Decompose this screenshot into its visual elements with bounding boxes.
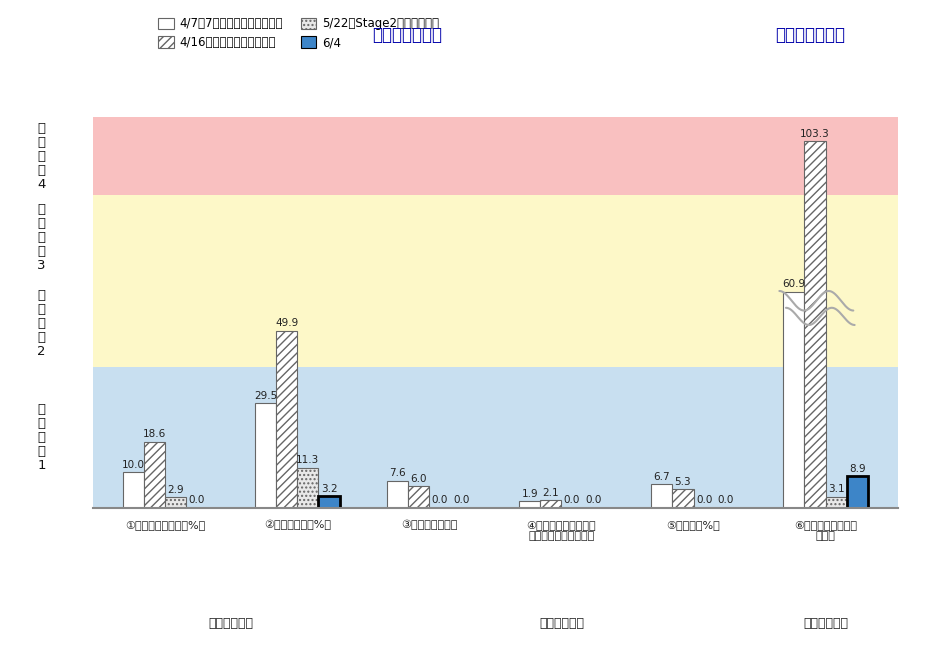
Bar	[93, 367, 898, 508]
Text: 3.1: 3.1	[828, 484, 845, 494]
Text: ＜医療体制＞: ＜医療体制＞	[208, 617, 254, 630]
Text: 0.0: 0.0	[717, 495, 733, 505]
Text: 2.1: 2.1	[543, 488, 559, 498]
Text: ＜感染状況＞: ＜感染状況＞	[803, 617, 848, 630]
Text: 49.9: 49.9	[275, 318, 298, 328]
Bar	[255, 403, 276, 508]
Bar	[123, 472, 144, 508]
Bar	[651, 484, 672, 508]
Bar	[319, 497, 340, 508]
Text: 0.0: 0.0	[432, 495, 448, 505]
Text: 0.0: 0.0	[564, 495, 581, 505]
Bar	[805, 141, 826, 508]
Text: ス
テ
ー
ジ
2: ス テ ー ジ 2	[37, 289, 46, 357]
Text: 6.7: 6.7	[654, 471, 670, 482]
Text: 0.0: 0.0	[696, 495, 712, 505]
Bar	[846, 476, 868, 508]
Bar	[93, 117, 898, 195]
Text: 60.9: 60.9	[782, 279, 806, 289]
Text: ス
テ
ー
ジ
1: ス テ ー ジ 1	[37, 403, 46, 472]
Text: 0.0: 0.0	[453, 495, 469, 505]
Text: 6.0: 6.0	[410, 474, 427, 484]
Bar	[165, 497, 186, 508]
Text: 5.3: 5.3	[675, 477, 692, 486]
Text: 【県内の状況】: 【県内の状況】	[372, 26, 443, 44]
Text: 7.6: 7.6	[389, 469, 406, 478]
Bar	[519, 501, 540, 508]
Text: 3.2: 3.2	[320, 484, 337, 494]
Text: 2.9: 2.9	[168, 485, 184, 495]
Text: ス
テ
ー
ジ
3: ス テ ー ジ 3	[37, 203, 46, 271]
Text: 8.9: 8.9	[849, 464, 866, 474]
Bar	[783, 292, 805, 508]
Text: 0.0: 0.0	[189, 495, 206, 505]
Bar	[826, 497, 846, 508]
Text: 1.9: 1.9	[521, 489, 538, 499]
Bar	[408, 486, 430, 508]
Text: 0.0: 0.0	[585, 495, 601, 505]
Bar	[387, 481, 408, 508]
Text: ＜感染状況＞: ＜感染状況＞	[539, 617, 584, 630]
Text: ス
テ
ー
ジ
4: ス テ ー ジ 4	[37, 122, 46, 191]
Bar	[297, 467, 319, 508]
Text: 18.6: 18.6	[143, 430, 167, 439]
Text: 29.5: 29.5	[254, 391, 277, 400]
Text: 11.3: 11.3	[296, 455, 319, 465]
Bar	[276, 331, 297, 508]
Legend: 4/7（7都府県緊急事態宣言）, 4/16（全国緊急事態宣言）, 5/22（Stage2へ移行発表）, 6/4: 4/7（7都府県緊急事態宣言）, 4/16（全国緊急事態宣言）, 5/22（St…	[155, 14, 443, 53]
Bar	[540, 501, 561, 508]
Text: 103.3: 103.3	[800, 129, 830, 139]
Bar	[144, 442, 165, 508]
Text: 【都内の状況】: 【都内の状況】	[775, 26, 845, 44]
Bar	[93, 195, 898, 367]
Bar	[672, 489, 694, 508]
Text: 10.0: 10.0	[122, 460, 145, 470]
